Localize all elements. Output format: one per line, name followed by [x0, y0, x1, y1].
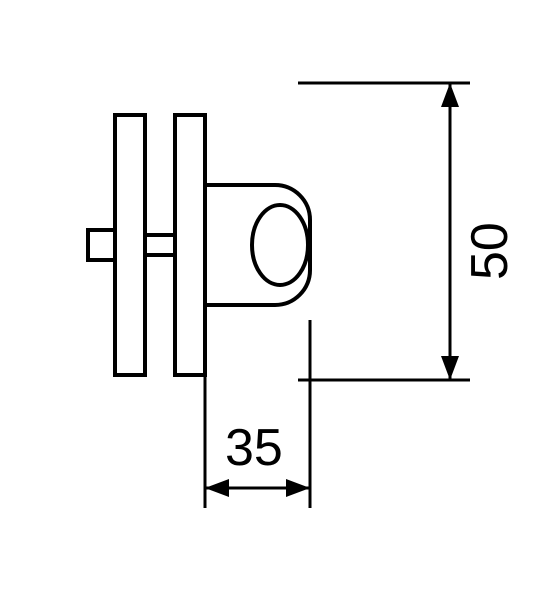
dimension-label-horizontal: 35: [225, 418, 283, 478]
dimension-label-vertical: 50: [460, 222, 520, 280]
technical-drawing: [0, 0, 555, 603]
